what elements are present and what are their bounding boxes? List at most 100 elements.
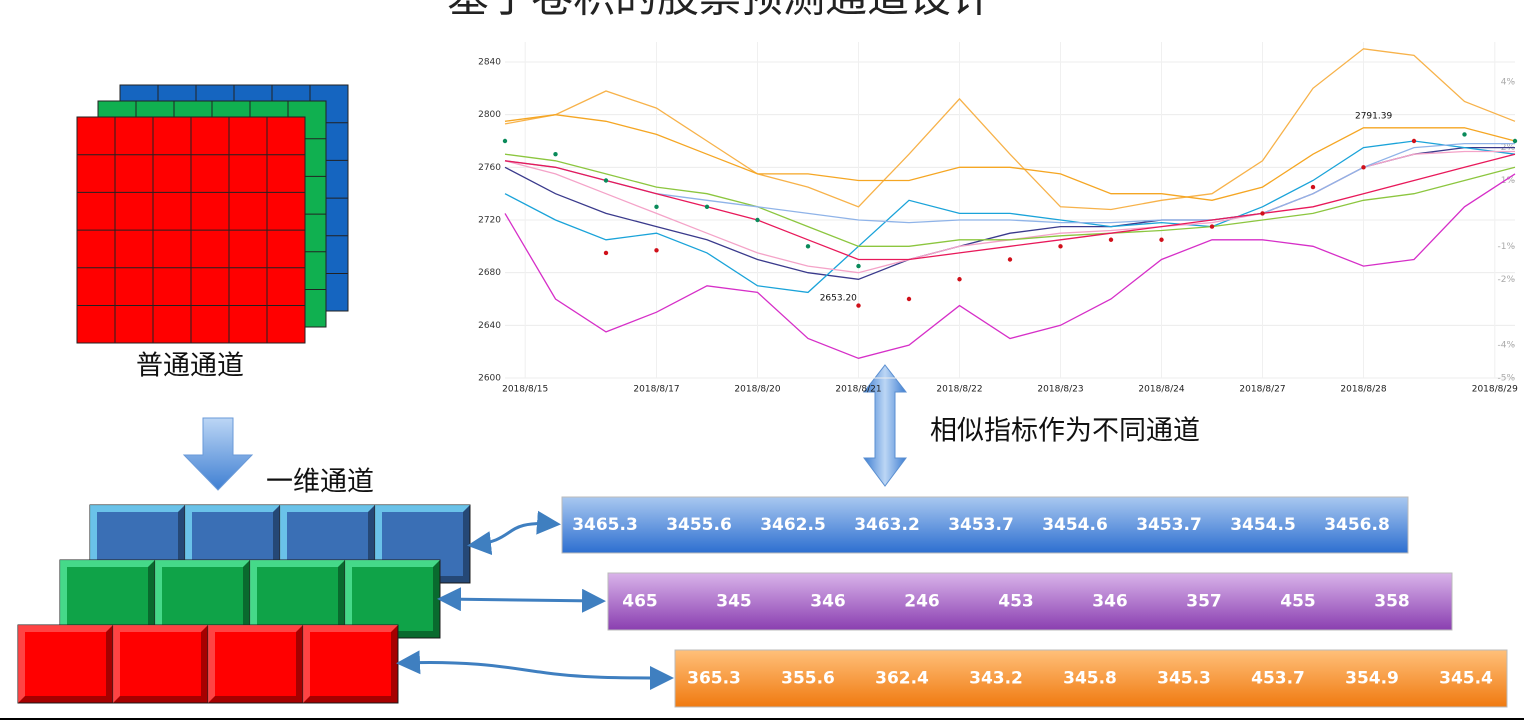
number-box: [561, 496, 1409, 554]
number: 343.2: [969, 669, 1023, 689]
number: 354.9: [1345, 669, 1399, 689]
dot: [957, 277, 962, 282]
bar-cell: [207, 624, 304, 704]
dot: [856, 263, 861, 269]
number: 3462.5: [760, 515, 826, 535]
y-tick-label: 2760: [478, 163, 501, 173]
y-tick-label: 2680: [478, 268, 501, 278]
dot: [856, 303, 861, 308]
number-box: [607, 572, 1453, 631]
number: 365.3: [687, 669, 741, 689]
number: 3456.8: [1324, 515, 1390, 535]
series-line: [504, 48, 1516, 211]
line-chart: 2600 2640 2680 2720 2760 2800 2840 -5% -4% -2% -1%…: [478, 42, 1518, 395]
x-tick-label: 2018/8/24: [1138, 385, 1184, 395]
y2-tick-label: -1%: [1497, 242, 1515, 252]
y2-tick-label: 4%: [1501, 77, 1516, 87]
dot: [1462, 132, 1467, 137]
series-line: [504, 153, 1516, 261]
dot: [1411, 138, 1417, 144]
annotation: 2653.20: [820, 293, 857, 303]
dot: [1310, 184, 1316, 190]
y2-tick-label: -4%: [1497, 341, 1515, 351]
y-tick-label: 2600: [478, 374, 501, 384]
y2-tick-label: -5%: [1497, 374, 1515, 384]
number: 3463.2: [854, 515, 920, 535]
one-dim-bars: [17, 504, 471, 704]
x-tick-label: 2018/8/27: [1239, 385, 1285, 395]
number: 358: [1374, 592, 1410, 612]
number: 346: [1092, 592, 1128, 612]
label: 普通通道: [136, 351, 244, 382]
x-tick-label: 2018/8/23: [1037, 385, 1083, 395]
y-tick-label: 2720: [478, 216, 501, 226]
number: 362.4: [875, 669, 929, 689]
down-arrow: [182, 417, 254, 491]
series-line: [504, 140, 1516, 294]
dot: [1512, 138, 1518, 144]
dot: [805, 244, 811, 249]
x-tick-label: 2018/8/28: [1340, 385, 1386, 395]
dot: [553, 151, 558, 157]
dot: [502, 138, 508, 144]
number-box: [674, 649, 1508, 708]
y-tick-label: 2800: [478, 110, 501, 120]
number: 453: [998, 592, 1034, 612]
number-rows: 3465.3 3455.6 3462.5 3463.2 3453.7 3454.6 3453…: [561, 496, 1508, 708]
dot: [654, 248, 659, 253]
y-tick-label: 2640: [478, 321, 501, 331]
x-tick-label: 2018/8/29: [1472, 385, 1518, 395]
number: 345.8: [1063, 669, 1117, 689]
dot: [906, 296, 912, 302]
number: 345.3: [1157, 669, 1211, 689]
y2-tick-label: -2%: [1497, 275, 1515, 285]
dot: [1007, 257, 1013, 262]
dot: [1159, 237, 1164, 242]
connector: [467, 510, 561, 556]
dot: [755, 217, 760, 223]
annotation: 2791.39: [1355, 112, 1392, 122]
number: 357: [1186, 592, 1222, 612]
number: 345: [716, 592, 752, 612]
y-tick-label: 2840: [478, 58, 501, 68]
bar-cell: [302, 624, 399, 704]
dot: [603, 250, 609, 256]
number: 3455.6: [666, 515, 732, 535]
label: 一维通道: [266, 467, 374, 498]
dot: [1058, 244, 1063, 249]
x-tick-label: 2018/8/15: [502, 385, 548, 395]
y2-tick-label: 1%: [1501, 176, 1516, 186]
number: 3454.6: [1042, 515, 1108, 535]
dot: [603, 178, 609, 183]
number: 3453.7: [1136, 515, 1202, 535]
connector: [396, 650, 674, 690]
number: 3453.7: [948, 515, 1014, 535]
dot: [1108, 237, 1114, 242]
bar-cell: [17, 624, 114, 704]
dot: [1361, 165, 1366, 170]
number: 345.4: [1439, 669, 1493, 689]
series-line: [504, 173, 1516, 359]
number: 3454.5: [1230, 515, 1296, 535]
number: 453.7: [1251, 669, 1305, 689]
connector: [437, 587, 606, 613]
dot: [1209, 224, 1215, 229]
channel-grids: [76, 84, 349, 344]
x-tick-label: 2018/8/17: [633, 385, 679, 395]
number: 346: [810, 592, 846, 612]
dot: [704, 204, 710, 210]
x-tick-label: 2018/8/22: [936, 385, 982, 395]
bar-cell: [112, 624, 209, 704]
number: 3465.3: [572, 515, 638, 535]
slide-title: 基于卷积的股票预测通道设计: [447, 0, 993, 22]
double-arrow: [862, 364, 908, 487]
x-tick-label: 2018/8/21: [835, 385, 881, 395]
series-line: [504, 142, 1515, 224]
number: 465: [622, 592, 658, 612]
dot: [1260, 211, 1265, 216]
label: 相似指标作为不同通道: [930, 416, 1200, 447]
series-line: [504, 114, 1516, 201]
number: 455: [1280, 592, 1316, 612]
number: 246: [904, 592, 940, 612]
